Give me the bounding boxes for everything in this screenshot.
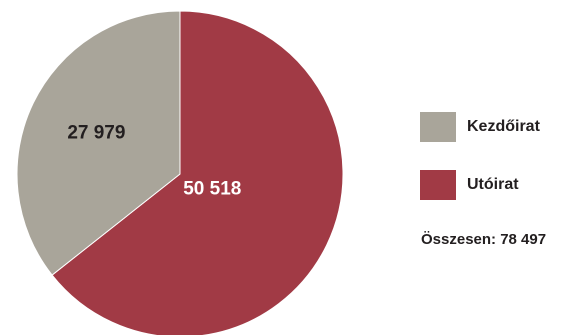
- legend-swatch-utoirat: [420, 170, 456, 200]
- pie-label-utoirat: 50 518: [183, 179, 241, 200]
- legend-label-kezdoirat: Kezdőirat: [467, 118, 540, 135]
- legend-item-utoirat: Utóirat: [420, 170, 540, 200]
- legend-label-utoirat: Utóirat: [467, 176, 519, 193]
- pie-chart: 50 518 27 979: [16, 10, 344, 335]
- pie-label-kezdoirat: 27 979: [67, 123, 125, 144]
- pie-slice-utoirat: [51, 10, 344, 335]
- legend-item-kezdoirat: Kezdőirat: [420, 112, 540, 142]
- legend-swatch-kezdoirat: [420, 112, 456, 142]
- total-text: Összesen: 78 497: [421, 231, 547, 248]
- legend: Kezdőirat Utóirat: [420, 112, 540, 228]
- pie-slice-kezdoirat: [16, 10, 181, 276]
